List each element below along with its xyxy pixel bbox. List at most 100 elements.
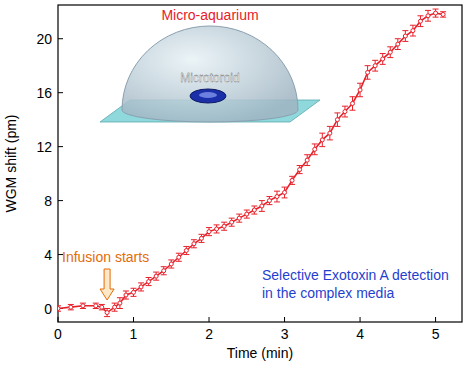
y-tick-label: 20 — [36, 31, 52, 47]
note-text: in the complex media — [262, 285, 395, 301]
data-point — [184, 249, 188, 253]
y-tick-label: 12 — [36, 139, 52, 155]
error-bar — [117, 298, 123, 309]
data-point — [267, 199, 271, 203]
data-point — [305, 158, 309, 162]
data-point — [335, 118, 339, 122]
data-point — [252, 208, 256, 212]
inset-title: Micro-aquarium — [161, 7, 258, 23]
data-point — [320, 138, 324, 142]
inset-label: Microtoroid — [180, 71, 239, 85]
note-text: Selective Exotoxin A detection — [262, 267, 449, 283]
error-bar — [259, 201, 265, 212]
plot-frame — [58, 5, 462, 322]
data-point — [441, 12, 445, 16]
data-point — [215, 227, 219, 231]
y-tick — [58, 200, 63, 201]
error-bar — [327, 126, 333, 139]
data-point — [358, 88, 362, 92]
x-tick — [284, 317, 285, 322]
data-point — [366, 70, 370, 74]
error-bar — [138, 283, 144, 291]
error-bar — [123, 291, 129, 299]
data-point — [403, 34, 407, 38]
error-bar — [229, 218, 235, 226]
x-tick-label: 3 — [281, 326, 289, 342]
x-tick — [435, 317, 436, 322]
error-bar — [380, 54, 386, 65]
error-bar — [387, 47, 393, 58]
error-bar — [104, 309, 110, 317]
error-bar — [365, 66, 371, 79]
inset-toroid-hole — [199, 92, 217, 98]
data-point — [192, 242, 196, 246]
data-point — [388, 50, 392, 54]
error-bar — [357, 83, 363, 96]
data-point — [260, 204, 264, 208]
error-bar — [99, 304, 105, 309]
data-point — [162, 269, 166, 273]
error-bar — [198, 234, 204, 242]
y-tick-label: 16 — [36, 85, 52, 101]
error-bar — [319, 133, 325, 146]
data-point — [124, 293, 128, 297]
error-bar — [236, 214, 242, 222]
error-bar — [312, 144, 318, 155]
error-bar — [214, 225, 220, 233]
data-point — [426, 14, 430, 18]
error-bar — [112, 303, 118, 311]
error-bar — [417, 16, 423, 27]
x-tick — [360, 317, 361, 322]
y-axis-title: WGM shift (pm) — [3, 115, 19, 213]
data-point — [434, 11, 438, 15]
error-bar — [289, 176, 295, 184]
data-point — [199, 236, 203, 240]
data-point — [343, 110, 347, 114]
data-point — [147, 280, 151, 284]
error-bar — [168, 260, 174, 268]
data-point — [139, 285, 143, 289]
data-point — [177, 255, 181, 259]
data-point — [222, 224, 226, 228]
x-tick-label: 2 — [205, 326, 213, 342]
data-point — [230, 220, 234, 224]
x-tick-label: 1 — [130, 326, 138, 342]
y-tick-label: 8 — [44, 193, 52, 209]
error-bar — [251, 206, 257, 214]
y-tick — [58, 92, 63, 93]
y-tick-label: 4 — [44, 247, 52, 263]
infusion-label: Infusion starts — [62, 249, 149, 265]
x-tick-label: 5 — [432, 326, 440, 342]
error-bar — [425, 10, 431, 21]
error-bar — [342, 106, 348, 117]
data-point — [100, 305, 104, 309]
error-bar — [68, 304, 74, 309]
data-point — [113, 305, 117, 309]
data-point — [298, 168, 302, 172]
error-bar — [304, 155, 310, 166]
data-point — [418, 19, 422, 23]
error-bar — [440, 12, 446, 17]
infusion-arrow — [100, 269, 114, 300]
error-bar — [80, 303, 86, 308]
data-point — [245, 212, 249, 216]
x-tick — [133, 317, 134, 322]
data-point — [290, 178, 294, 182]
error-bar — [221, 222, 227, 230]
data-point — [58, 307, 60, 311]
error-bar — [93, 303, 99, 308]
data-point — [207, 230, 211, 234]
x-tick — [58, 317, 59, 322]
data-point — [118, 301, 122, 305]
error-bar — [153, 272, 159, 280]
error-bar — [410, 25, 416, 36]
error-bar — [244, 210, 250, 218]
inset-dome — [122, 26, 298, 122]
error-bar — [191, 240, 197, 248]
error-bar — [183, 246, 189, 254]
error-bar — [372, 60, 378, 71]
data-point — [169, 262, 173, 266]
error-bar — [206, 228, 212, 236]
inset-toroid — [190, 89, 226, 103]
y-tick-label: 0 — [44, 301, 52, 317]
